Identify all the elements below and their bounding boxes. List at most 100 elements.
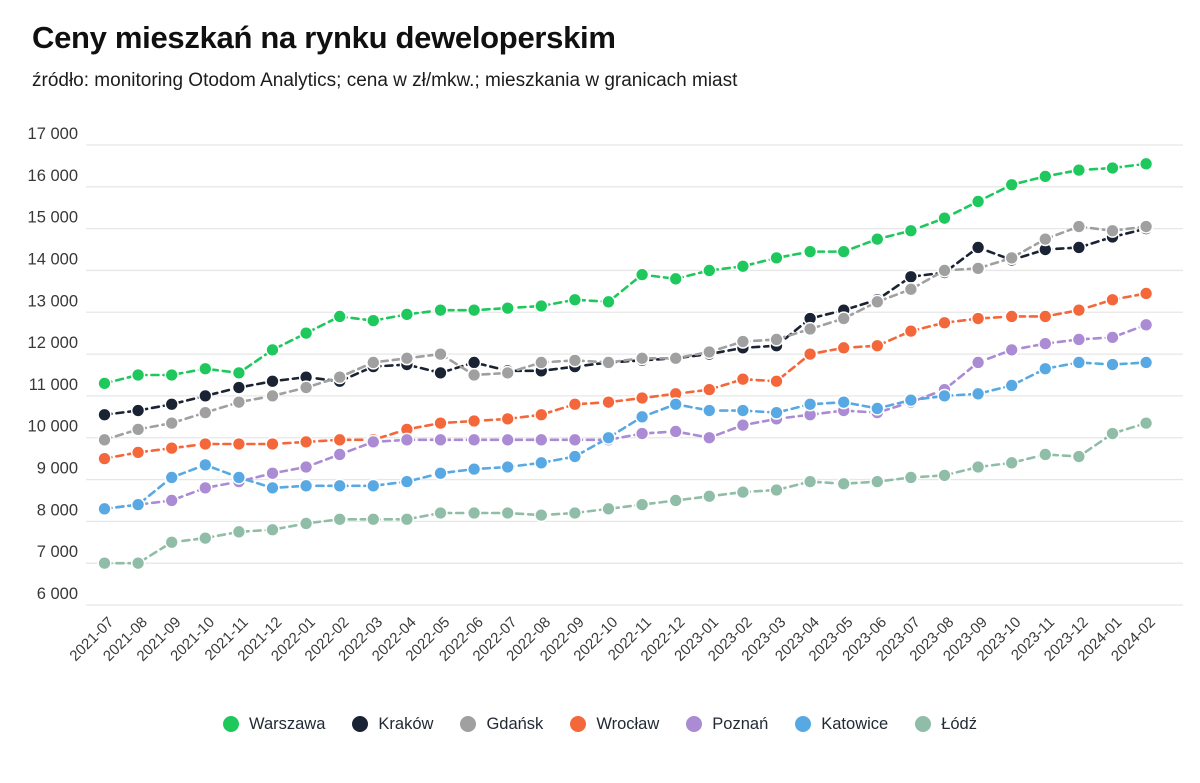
data-point <box>735 259 751 274</box>
data-point <box>836 476 851 491</box>
y-axis-label: 12 000 <box>28 334 78 352</box>
legend-dot-icon <box>460 716 477 732</box>
data-point <box>1105 330 1120 345</box>
data-point <box>601 294 616 309</box>
data-point <box>1004 309 1019 324</box>
data-point <box>903 323 919 339</box>
data-point <box>164 415 179 431</box>
y-axis-label: 16 000 <box>28 167 78 185</box>
data-point <box>164 367 179 383</box>
data-point <box>1071 449 1087 464</box>
data-point <box>970 194 986 209</box>
data-point <box>399 474 415 489</box>
legend-item-katowice[interactable]: Katowice <box>795 715 888 734</box>
data-point <box>668 351 683 366</box>
legend-item-wrocław[interactable]: Wrocław <box>570 715 659 734</box>
data-point <box>836 340 851 355</box>
data-point <box>198 405 213 420</box>
data-point <box>366 434 381 450</box>
legend-dot-icon <box>686 716 703 732</box>
data-point <box>567 505 583 521</box>
legend-item-warszawa[interactable]: Warszawa <box>223 715 325 734</box>
series-line <box>103 162 1148 385</box>
data-point <box>399 307 415 322</box>
data-point <box>265 342 280 358</box>
y-axis-label: 9 000 <box>37 460 78 478</box>
data-point <box>1105 357 1120 372</box>
data-point <box>164 441 179 456</box>
data-point <box>366 313 381 328</box>
data-point <box>500 365 515 381</box>
data-point <box>1105 426 1120 441</box>
data-point <box>433 346 448 362</box>
data-point <box>1038 336 1053 351</box>
data-point <box>466 432 482 447</box>
series-poznań <box>97 317 1154 516</box>
data-point <box>298 459 314 475</box>
series-line <box>103 227 1148 417</box>
data-point <box>366 478 381 493</box>
data-point <box>198 530 213 546</box>
data-point <box>298 326 314 341</box>
data-point <box>466 461 482 477</box>
data-point <box>601 395 616 410</box>
data-point <box>1138 219 1154 234</box>
chart-legend: Warszawa Kraków Gdańsk Wrocław Poznań Katowic… <box>0 704 1200 744</box>
data-point <box>1038 447 1053 462</box>
y-axis-label: 8 000 <box>37 501 78 519</box>
legend-dot-icon <box>570 716 587 732</box>
data-point <box>634 267 650 282</box>
data-point <box>298 380 314 395</box>
data-point <box>198 457 213 473</box>
data-point <box>1071 219 1087 234</box>
data-point <box>466 413 482 429</box>
data-point <box>1071 240 1087 255</box>
series-łódź <box>97 415 1154 571</box>
data-point <box>1038 309 1053 324</box>
data-point <box>231 436 247 452</box>
data-point <box>769 374 784 389</box>
data-point <box>500 505 515 521</box>
data-point <box>130 556 146 571</box>
data-point <box>735 484 751 500</box>
data-point <box>433 432 448 447</box>
data-point <box>870 338 885 353</box>
data-point <box>836 244 851 259</box>
data-point <box>836 395 851 410</box>
y-axis-label: 6 000 <box>37 585 78 603</box>
legend-label: Gdańsk <box>486 714 544 733</box>
data-point <box>937 468 952 483</box>
legend-dot-icon <box>795 716 812 732</box>
data-point <box>198 388 213 404</box>
data-point <box>130 422 146 437</box>
data-point <box>534 407 549 422</box>
data-point <box>1071 332 1087 347</box>
data-point <box>802 244 818 259</box>
data-point <box>970 459 986 475</box>
legend-label: Warszawa <box>249 714 326 733</box>
data-point <box>97 501 112 516</box>
y-axis-label: 15 000 <box>28 209 78 227</box>
data-point <box>634 426 650 441</box>
legend-item-poznań[interactable]: Poznań <box>686 715 768 734</box>
data-point <box>937 263 952 278</box>
data-point <box>500 411 515 427</box>
data-point <box>198 436 213 452</box>
legend-item-kraków[interactable]: Kraków <box>352 715 433 734</box>
data-point <box>903 470 919 485</box>
data-point <box>769 250 784 266</box>
data-point <box>702 382 717 397</box>
data-point <box>903 392 919 408</box>
data-point <box>231 395 247 410</box>
page-title: Ceny mieszkań na rynku deweloperskim <box>32 20 616 55</box>
legend-item-łódź[interactable]: Łódź <box>915 715 977 734</box>
data-point <box>1071 355 1087 370</box>
data-point <box>1004 378 1019 393</box>
data-point <box>130 367 146 383</box>
series-gdańsk <box>97 219 1154 447</box>
data-point <box>164 397 179 412</box>
legend-item-gdańsk[interactable]: Gdańsk <box>460 715 543 734</box>
data-point <box>466 367 482 383</box>
data-point <box>97 451 112 466</box>
